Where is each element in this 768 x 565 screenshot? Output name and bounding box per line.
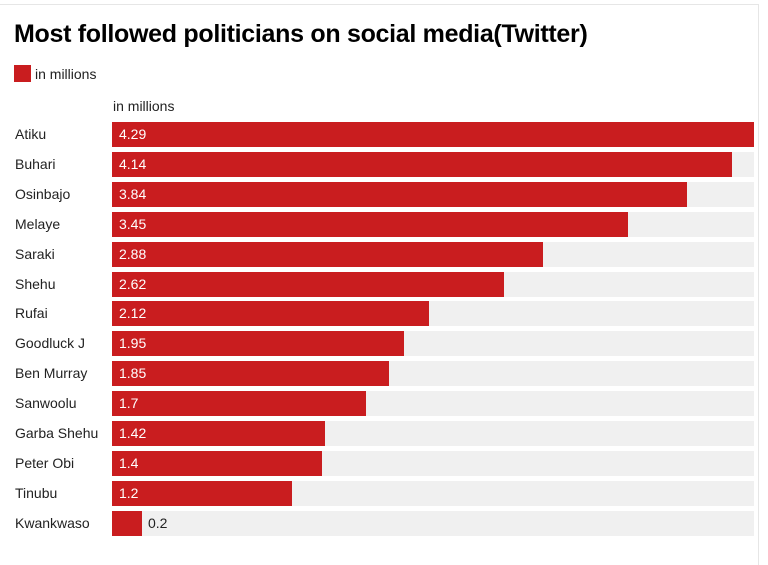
value-label: 1.42: [119, 425, 147, 441]
category-label: Garba Shehu: [15, 425, 99, 441]
bar-row: Peter Obi 1.4: [0, 450, 768, 476]
bar: [112, 391, 366, 417]
category-label: Osinbajo: [15, 185, 71, 202]
value-label: 1.85: [119, 365, 147, 382]
bar: [112, 301, 429, 327]
category-label: Atiku: [15, 126, 47, 142]
chart-frame: [0, 4, 759, 565]
value-label: 2.12: [119, 305, 147, 322]
bar-row: Garba Shehu 1.42: [0, 421, 768, 446]
legend-swatch: [14, 65, 31, 82]
category-label: Goodluck J: [15, 335, 86, 352]
legend: in millions: [14, 65, 96, 82]
category-label: Tinubu: [15, 484, 58, 501]
value-label: 1.7: [119, 395, 139, 412]
bar: [112, 241, 543, 267]
bar: [112, 181, 687, 207]
bar-row: Buhari 4.14: [0, 151, 768, 177]
bar-row: Sanwoolu 1.7: [0, 391, 768, 417]
bar-row: Ben Murray 1.85: [0, 361, 768, 387]
bar: [112, 211, 628, 237]
value-label: 1.4: [119, 454, 139, 471]
bar-row: Melaye 3.45: [0, 211, 768, 237]
value-label: 4.29: [119, 126, 147, 142]
value-label: 2.62: [119, 275, 147, 292]
bar: [112, 510, 142, 536]
value-label: 3.84: [119, 185, 147, 202]
bar: [112, 331, 404, 357]
value-label: 0.2: [148, 514, 168, 531]
bar: [112, 450, 322, 476]
bar: [112, 271, 504, 297]
value-label: 2.88: [119, 245, 147, 262]
category-label: Shehu: [15, 275, 56, 292]
category-label: Kwankwaso: [15, 514, 90, 531]
x-axis-label: in millions: [113, 98, 175, 114]
bar-row: Tinubu 1.2: [0, 480, 768, 506]
value-label: 1.95: [119, 335, 147, 352]
category-label: Buhari: [15, 155, 56, 172]
value-label: 1.2: [119, 484, 139, 501]
value-label: 4.14: [119, 155, 147, 172]
category-label: Peter Obi: [15, 454, 75, 471]
value-label: 3.45: [119, 215, 147, 232]
bar-row: Atiku 4.29: [0, 122, 768, 147]
bar-row: Saraki 2.88: [0, 241, 768, 267]
bar-row: Shehu 2.62: [0, 271, 768, 297]
bar-track: [112, 510, 754, 536]
bar-row: Goodluck J 1.95: [0, 331, 768, 357]
legend-label: in millions: [35, 65, 97, 82]
bar-row: Rufai 2.12: [0, 301, 768, 327]
chart-title: Most followed politicians on social medi…: [14, 20, 588, 48]
bar: [112, 122, 754, 147]
category-label: Melaye: [15, 215, 61, 232]
bar: [112, 361, 389, 387]
category-label: Ben Murray: [15, 365, 88, 382]
bar-row: Osinbajo 3.84: [0, 181, 768, 207]
bar: [112, 480, 292, 506]
bar: [112, 421, 325, 446]
category-label: Rufai: [15, 305, 48, 322]
bar: [112, 151, 732, 177]
category-label: Sanwoolu: [15, 395, 77, 412]
bar-row: Kwankwaso 0.2: [0, 510, 768, 536]
category-label: Saraki: [15, 245, 55, 262]
